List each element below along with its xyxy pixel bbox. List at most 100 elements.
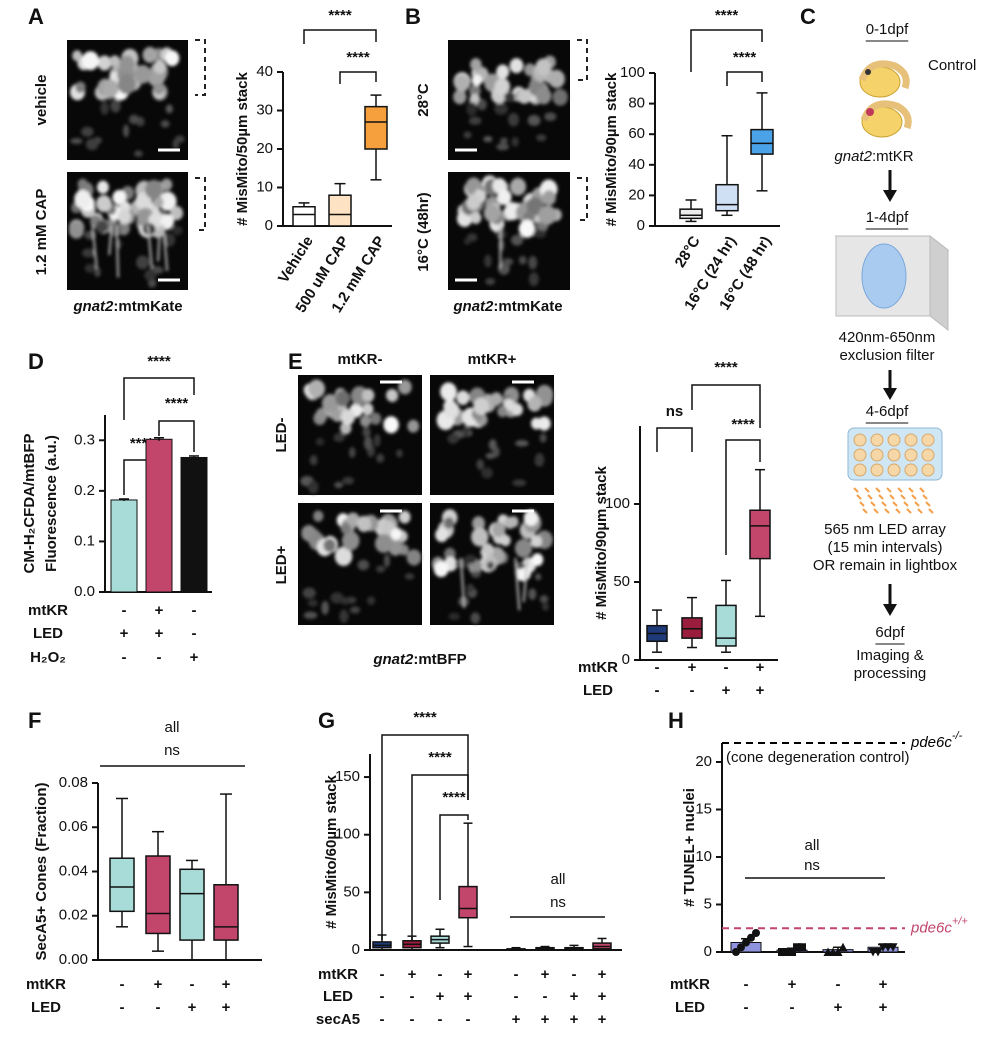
background-speck — [544, 112, 557, 121]
led-light — [908, 487, 914, 493]
column-label: mtKR+ — [468, 351, 517, 368]
panel-label: B — [405, 4, 421, 29]
y-tick-label: 0 — [622, 651, 630, 668]
led-light — [914, 501, 920, 507]
row-label: 16°C (48hr) — [415, 192, 432, 271]
background-speck — [134, 150, 143, 157]
well — [904, 433, 918, 447]
arrow-head — [883, 388, 897, 400]
condition-name: LED — [675, 999, 705, 1016]
cell-layer — [453, 55, 568, 151]
background-speck — [362, 427, 371, 438]
y-tick-label: 10 — [695, 848, 712, 865]
background-speck — [348, 447, 356, 458]
background-speck — [534, 453, 545, 467]
point — [747, 933, 755, 942]
cell-layer — [70, 46, 185, 157]
background-speck — [357, 559, 370, 571]
led-light — [919, 487, 925, 493]
y-tick-label: 20 — [256, 140, 273, 157]
cell — [119, 55, 135, 73]
x-tick-label: 28°C — [672, 233, 704, 271]
y-tick-label: 100 — [605, 495, 630, 512]
embryo-eye — [866, 108, 874, 116]
cell — [75, 81, 86, 93]
led-light — [856, 494, 862, 500]
point — [888, 943, 898, 952]
condition-name: LED — [583, 682, 613, 699]
panel-label: F — [28, 708, 41, 733]
background-speck — [463, 131, 472, 139]
cell — [504, 516, 516, 529]
condition-sign: + — [188, 999, 197, 1016]
group-note: all — [550, 871, 565, 888]
background-speck — [500, 137, 508, 145]
cell — [164, 197, 175, 209]
reference-name: pde6c — [910, 919, 952, 936]
y-tick-label: 0.02 — [59, 907, 88, 924]
cell — [375, 534, 393, 553]
condition-sign: + — [464, 988, 473, 1005]
process — [115, 225, 120, 278]
well — [887, 463, 901, 477]
panel-label: D — [28, 349, 44, 374]
point — [752, 929, 760, 937]
cell — [518, 219, 536, 238]
cell — [346, 512, 360, 528]
y-tick-label: 0.3 — [74, 431, 95, 448]
background-speck — [375, 565, 386, 573]
background-speck — [315, 437, 325, 446]
led-light — [884, 508, 890, 514]
panel-label: E — [288, 349, 303, 374]
reference-note: (cone degeneration control) — [726, 749, 909, 766]
point — [742, 938, 750, 947]
background-speck — [528, 255, 538, 270]
background-speck — [462, 425, 470, 438]
y-tick-label: 0.08 — [59, 774, 88, 791]
cell — [164, 50, 180, 67]
background-speck — [487, 561, 494, 570]
condition-name: mtKR — [318, 966, 358, 983]
cell — [466, 194, 481, 211]
significance-label: **** — [147, 353, 171, 370]
row-label: 1.2 mM CAP — [33, 189, 50, 276]
background-speck — [148, 278, 157, 288]
point — [838, 942, 848, 952]
cell — [469, 84, 481, 98]
condition-sign: - — [122, 602, 127, 619]
cell — [153, 83, 165, 95]
cell — [117, 209, 131, 225]
condition-name: mtKR — [578, 659, 618, 676]
cell — [494, 77, 511, 96]
condition-name: H₂O₂ — [30, 649, 66, 666]
cell — [370, 412, 382, 425]
y-tick-label: 150 — [335, 768, 360, 785]
background-speck — [307, 599, 318, 607]
condition-sign: - — [192, 625, 197, 642]
group-note: ns — [164, 742, 180, 759]
y-tick-label: 80 — [628, 95, 645, 112]
caption-rest: :mtmKate — [493, 298, 562, 315]
condition-sign: + — [570, 988, 579, 1005]
led-light — [853, 487, 859, 493]
row-label: 28°C — [415, 83, 432, 117]
condition-sign: - — [157, 649, 162, 666]
cell — [471, 74, 483, 86]
cell — [74, 189, 92, 209]
cell — [538, 205, 557, 225]
significance-bracket — [123, 377, 195, 420]
process — [108, 225, 113, 256]
well — [921, 448, 935, 462]
led-light — [911, 494, 917, 500]
cell — [68, 222, 84, 239]
led-light — [925, 501, 931, 507]
condition-sign: + — [722, 682, 731, 699]
cell-layer — [68, 178, 184, 288]
condition-sign: - — [438, 1011, 443, 1028]
y-axis-label: # MisMito/50µm stack — [234, 71, 251, 225]
background-speck — [483, 135, 493, 143]
background-speck — [309, 455, 318, 466]
y-axis-label: # MisMito/60µm stack — [323, 774, 340, 928]
reference-label: pde6c+/+ — [910, 915, 968, 936]
